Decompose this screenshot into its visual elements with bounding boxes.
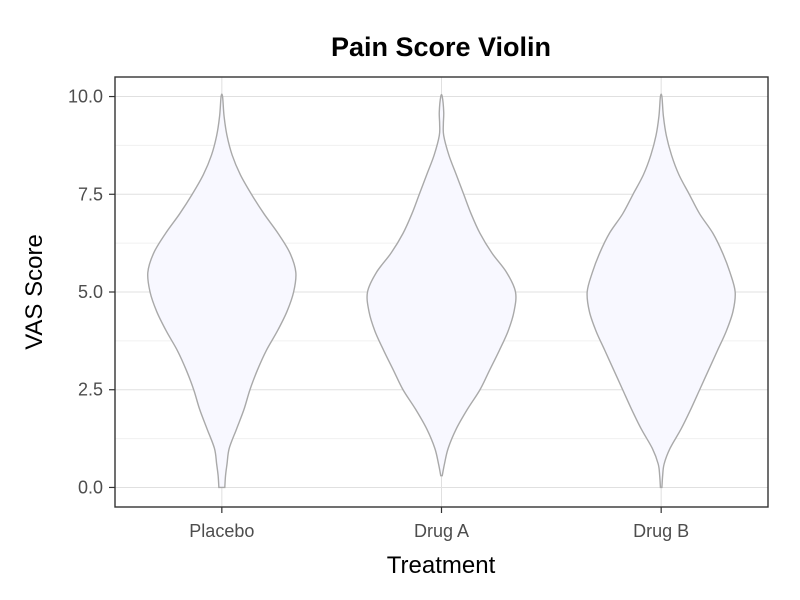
violins-layer [146,93,736,489]
x-tick-label: Placebo [189,521,254,541]
violin-drug-a [366,93,517,477]
x-tick-label: Drug A [414,521,469,541]
x-axis-title: Treatment [387,552,496,579]
chart-title: Pain Score Violin [331,32,551,62]
y-axis-title: VAS Score [21,234,48,350]
violin-drug-b [586,93,736,489]
y-tick-label: 5.0 [78,282,103,302]
y-axis: 0.0 2.5 5.0 7.5 10.0 [68,87,115,497]
y-tick-label: 2.5 [78,380,103,400]
x-tick-label: Drug B [633,521,689,541]
y-tick-label: 10.0 [68,87,103,107]
y-tick-label: 7.5 [78,184,103,204]
y-tick-label: 0.0 [78,477,103,497]
x-axis: Placebo Drug A Drug B [189,507,689,541]
violin-placebo [146,93,297,489]
